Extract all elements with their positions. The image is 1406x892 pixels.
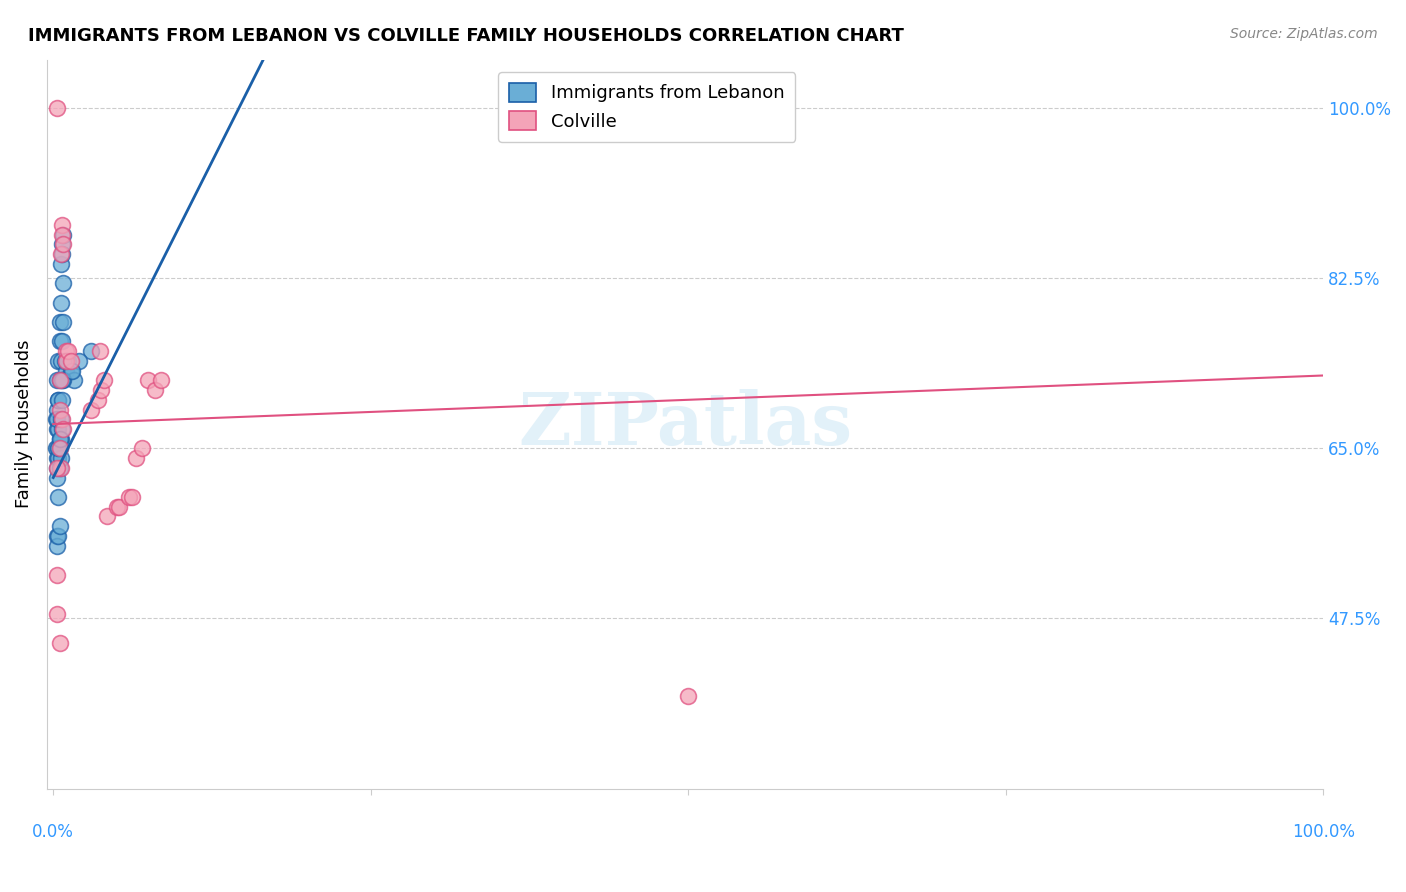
Point [49,432,72,446]
Point [46,529,69,543]
Point [46,470,69,484]
Text: R = 0.088    N = 35: R = 0.088 N = 35 [538,103,714,121]
Point [46,412,69,426]
Point [46,460,69,475]
Point [676,690,699,704]
Point [48,373,70,387]
Point [105,500,128,514]
Point [49,247,72,261]
Point [51,412,73,426]
Point [46,539,69,553]
Text: Source: ZipAtlas.com: Source: ZipAtlas.com [1230,27,1378,41]
Text: IMMIGRANTS FROM LEBANON VS COLVILLE FAMILY HOUSEHOLDS CORRELATION CHART: IMMIGRANTS FROM LEBANON VS COLVILLE FAMI… [28,27,904,45]
Text: 100.0%: 100.0% [1292,823,1354,841]
Y-axis label: Family Households: Family Households [15,340,32,508]
Point [53,354,76,368]
Point [46,402,69,417]
Point [51,227,73,242]
Point [48,636,70,650]
Point [49,257,72,271]
Point [60,354,83,368]
Point [60,364,83,378]
Point [51,373,73,387]
Point [138,373,160,387]
Point [51,422,73,436]
Point [48,373,70,387]
Point [118,490,141,504]
Point [48,442,70,456]
Point [52,373,75,387]
Point [51,247,73,261]
Point [46,392,69,407]
Point [51,334,73,349]
Point [46,354,69,368]
Text: ZIPatlas: ZIPatlas [517,389,852,459]
Point [48,442,70,456]
Point [86,392,108,407]
Point [49,295,72,310]
Point [150,373,173,387]
Point [46,567,69,582]
Point [48,432,70,446]
Point [46,442,69,456]
Point [46,392,69,407]
Point [121,490,143,504]
Point [48,460,70,475]
Point [48,402,70,417]
Legend: Immigrants from Lebanon, Colville: Immigrants from Lebanon, Colville [498,72,796,142]
Point [46,460,69,475]
Point [67,354,90,368]
Point [108,500,131,514]
Point [143,383,166,397]
Point [51,218,73,232]
Point [125,451,148,466]
Point [89,344,111,359]
Point [93,373,115,387]
Point [51,237,73,252]
Point [51,392,73,407]
Point [46,422,69,436]
Point [46,529,69,543]
Point [131,442,153,456]
Point [52,422,75,436]
Point [58,344,80,359]
Point [52,227,75,242]
Point [46,442,69,456]
Point [48,315,70,329]
Point [96,509,118,524]
Point [52,276,75,290]
Point [45,442,67,456]
Text: 0.0%: 0.0% [32,823,75,841]
Point [46,607,69,621]
Point [52,315,75,329]
Point [46,490,69,504]
Point [49,451,72,466]
Point [58,354,80,368]
Point [80,344,103,359]
Point [46,422,69,436]
Text: R = 0.425    N = 53: R = 0.425 N = 53 [538,78,714,96]
Point [55,354,77,368]
Point [45,412,67,426]
Point [49,354,72,368]
Point [46,373,69,387]
Point [90,383,112,397]
Point [48,432,70,446]
Point [55,344,77,359]
Point [55,364,77,378]
Point [46,442,69,456]
Point [49,412,72,426]
Point [46,101,69,115]
Point [46,451,69,466]
Point [60,364,83,378]
Point [48,519,70,533]
Point [46,451,69,466]
Point [48,334,70,349]
Point [49,460,72,475]
Point [62,373,84,387]
Point [52,237,75,252]
Point [80,402,103,417]
